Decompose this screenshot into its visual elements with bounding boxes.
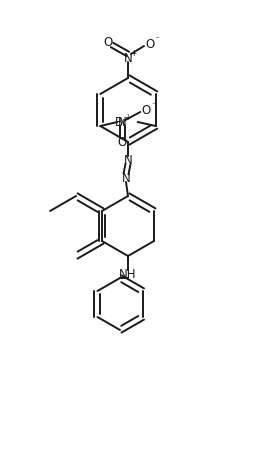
Text: Br: Br: [115, 115, 128, 128]
Text: N: N: [122, 172, 130, 184]
Text: ⁻: ⁻: [151, 102, 156, 110]
Text: +: +: [124, 114, 131, 123]
Text: NH: NH: [119, 267, 137, 281]
Text: N: N: [124, 153, 132, 167]
Text: +: +: [130, 49, 136, 59]
Text: O: O: [103, 35, 113, 49]
Text: N: N: [124, 51, 132, 64]
Text: O: O: [118, 135, 127, 148]
Text: ⁻: ⁻: [155, 35, 159, 44]
Text: O: O: [142, 104, 151, 117]
Text: N: N: [118, 115, 127, 128]
Text: O: O: [145, 38, 155, 50]
